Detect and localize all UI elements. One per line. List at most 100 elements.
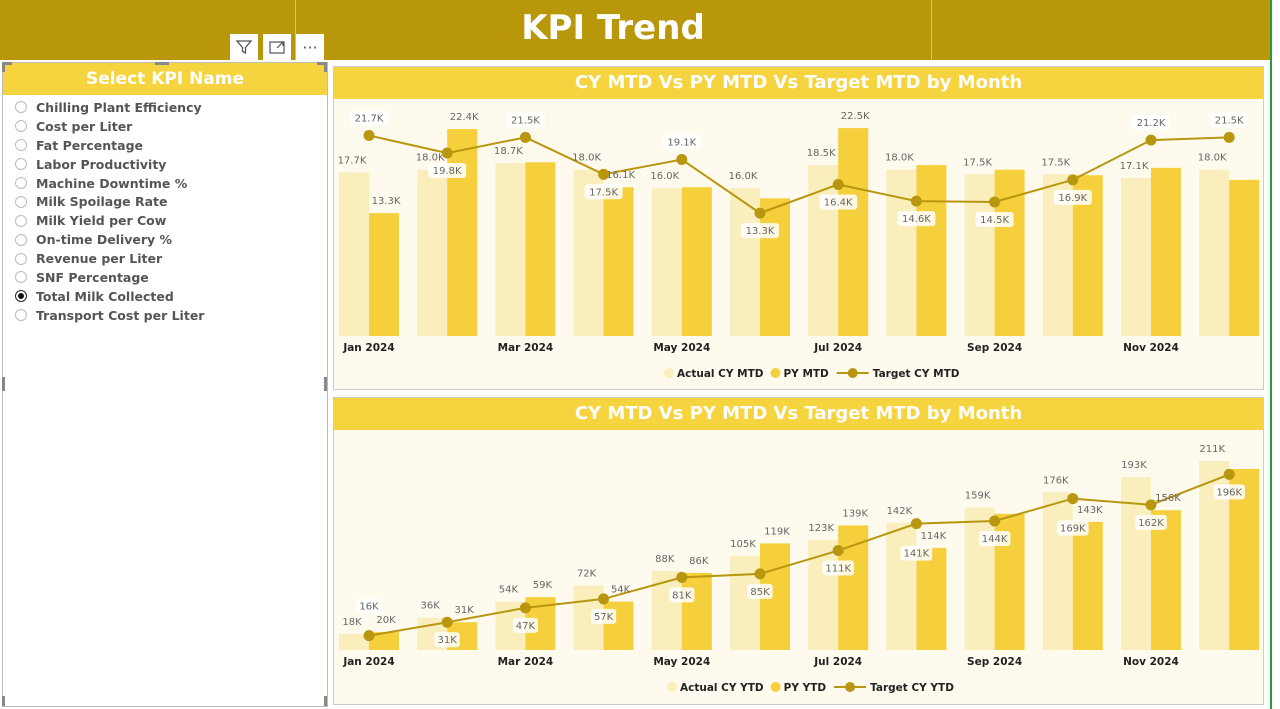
actual-data-label: 88K [655,554,675,565]
radio-button[interactable] [15,233,27,246]
slicer-option[interactable]: Milk Yield per Cow [3,211,327,230]
py-bar [916,547,947,650]
slicer-option[interactable]: Transport Cost per Liter [3,306,327,325]
target-data-label: 13.3K [746,226,775,237]
radio-button[interactable] [15,195,27,208]
radio-button[interactable] [15,158,27,171]
x-tick-label: Jan 2024 [342,656,394,668]
mtd-chart-plot: Jan 2024 Mar 2024 May 2024 Jul 2024 Sep 2024… [338,110,1260,380]
slicer-option-label: Cost per Liter [36,118,133,134]
target-data-label: 16.9K [1058,193,1087,204]
header-divider [295,0,296,60]
resize-handle[interactable] [2,62,12,65]
target-data-label: 21.7K [355,113,384,124]
slicer-option-label: Machine Downtime % [36,175,188,191]
target-data-label: 16K [359,602,379,613]
radio-button[interactable] [15,139,27,152]
actual-bar [495,163,526,336]
py-data-label: 16.1K [606,170,635,181]
actual-data-label: 18.5K [807,148,836,159]
radio-button[interactable] [15,214,27,227]
actual-bar [1121,177,1151,336]
actual-bar [730,555,760,650]
actual-bar [651,188,682,336]
x-tick-label: Mar 2024 [498,342,554,354]
resize-handle[interactable] [317,62,327,65]
slicer-option-label: Revenue per Liter [36,251,163,267]
target-data-label: 169K [1060,524,1086,535]
py-bar [838,525,869,650]
radio-button[interactable] [15,290,27,303]
radio-button[interactable] [15,271,27,284]
target-point [441,147,453,159]
actual-data-label: 17.5K [963,157,992,168]
target-point [676,571,688,583]
x-tick-label: May 2024 [653,342,710,354]
radio-button[interactable] [15,101,27,114]
py-bar [369,213,399,336]
resize-handle[interactable] [324,696,327,706]
target-label-box [1053,189,1092,205]
actual-data-label: 17.5K [1041,157,1070,168]
slicer-option[interactable]: Chilling Plant Efficiency [3,98,327,117]
py-data-label: 139K [842,508,868,519]
focus-mode-icon[interactable] [263,34,291,60]
legend-actual-label: Actual CY MTD [677,368,764,380]
actual-bar [886,169,917,336]
radio-button[interactable] [15,120,27,133]
legend-target-marker [845,682,856,692]
radio-button[interactable] [15,252,27,265]
slicer-option[interactable]: Cost per Liter [3,117,327,136]
target-label-box [591,608,617,624]
x-tick-label: Jul 2024 [813,656,862,668]
more-options-icon[interactable]: ··· [296,34,324,60]
slicer-option-label: Fat Percentage [36,137,143,153]
target-data-label: 144K [982,534,1008,545]
resize-handle[interactable] [155,62,169,65]
slicer-option[interactable]: Fat Percentage [3,136,327,155]
filter-icon[interactable] [230,34,258,60]
target-label-box [350,110,388,126]
actual-bar [886,522,917,650]
target-data-label: 14.6K [902,214,931,225]
target-point [676,154,688,166]
target-label-box [584,184,623,200]
actual-bar [808,539,839,650]
radio-button[interactable] [15,177,27,189]
target-label-box [900,545,933,561]
x-tick-label: Nov 2024 [1123,656,1179,668]
slicer-option-label: Total Milk Collected [36,288,174,304]
py-bar [603,601,634,650]
py-bar [681,187,712,336]
resize-handle[interactable] [2,377,5,391]
legend-target-label: Target CY YTD [870,682,954,694]
resize-handle[interactable] [2,62,5,72]
actual-data-label: 142K [887,506,913,517]
slicer-option[interactable]: On-time Delivery % [3,230,327,249]
resize-handle[interactable] [2,696,5,706]
target-data-label: 111K [825,564,851,575]
visual-header: ··· [230,34,324,60]
target-point [1145,499,1157,511]
actual-data-label: 54K [499,585,519,596]
slicer-option[interactable]: Machine Downtime % [3,174,327,193]
slicer-option[interactable]: Labor Productivity [3,155,327,174]
actual-data-label: 16.0K [729,171,758,182]
radio-button[interactable] [15,309,27,322]
py-data-label: 20K [376,615,396,626]
actual-data-label: 18.0K [885,153,914,164]
slicer-option[interactable]: Total Milk Collected [3,287,327,306]
slicer-option[interactable]: Revenue per Liter [3,249,327,268]
resize-handle[interactable] [324,62,327,72]
resize-handle[interactable] [324,377,327,391]
py-data-label: 22.4K [450,112,479,123]
x-tick-label: Sep 2024 [967,342,1022,354]
target-label-box [434,632,460,648]
target-label-box [978,530,1011,546]
py-data-label: 156K [1155,493,1181,504]
slicer-option[interactable]: SNF Percentage [3,268,327,287]
mtd-chart: CY MTD Vs PY MTD Vs Target MTD by Month … [333,66,1264,390]
slicer-option[interactable]: Milk Spoilage Rate [3,192,327,211]
target-label-box [1132,115,1170,131]
py-bar [603,187,634,336]
